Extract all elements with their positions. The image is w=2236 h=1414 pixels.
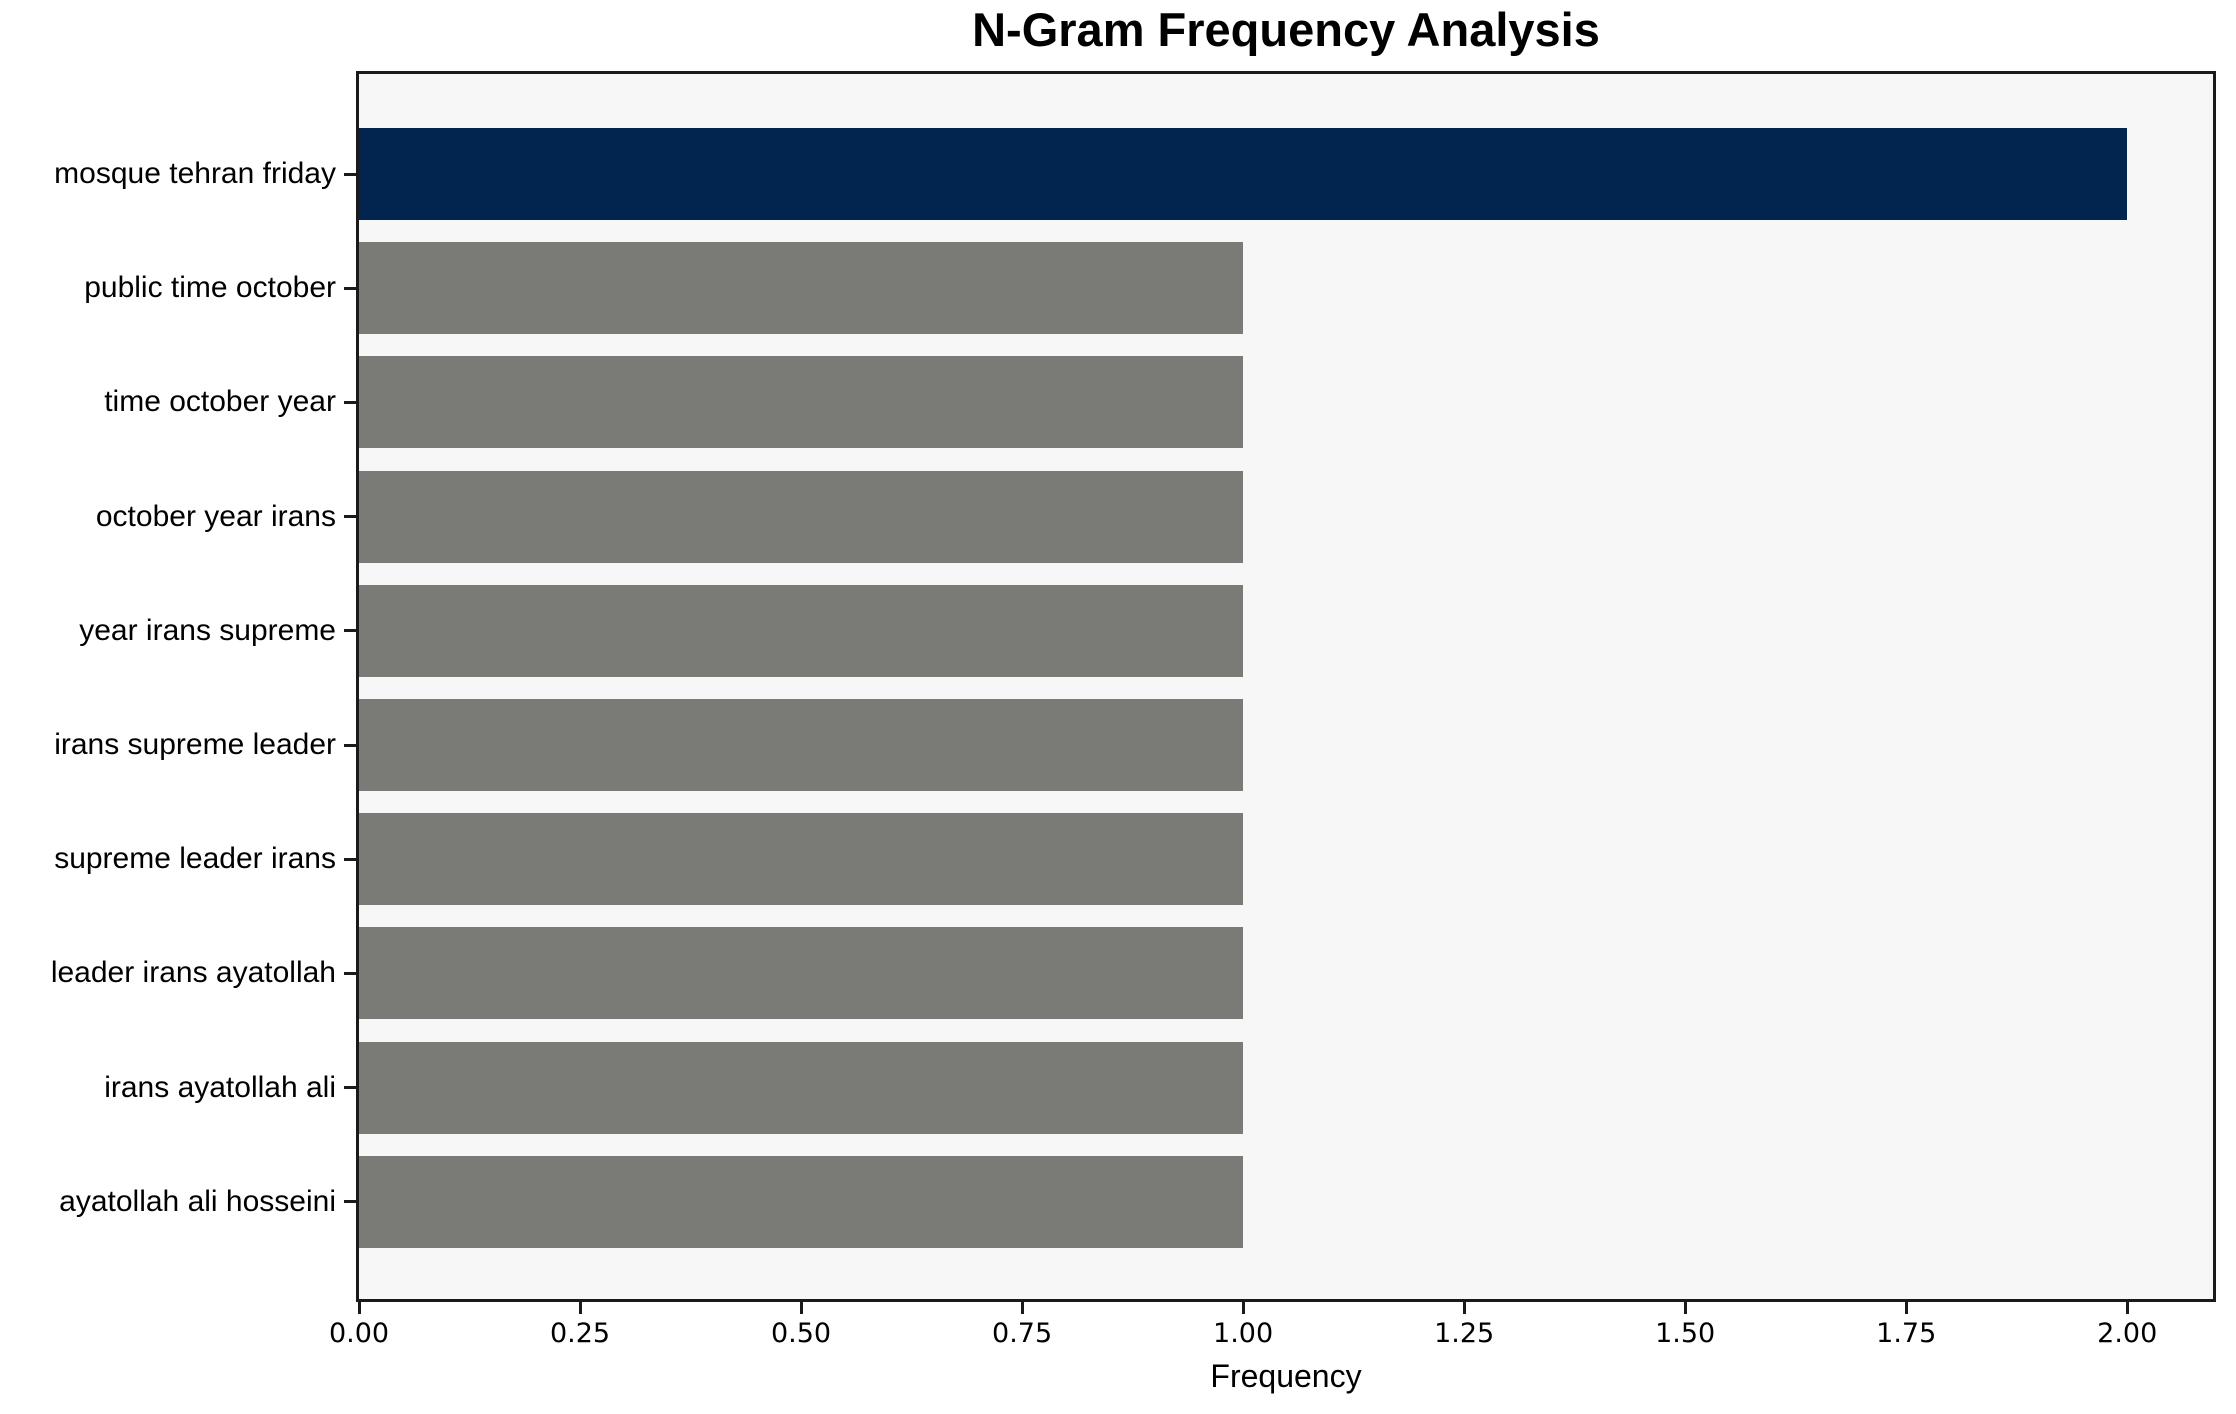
y-tick-mark: [344, 1200, 356, 1204]
bar: [359, 1041, 1243, 1134]
bar: [359, 699, 1243, 791]
y-tick-label: october year irans: [95, 499, 336, 533]
y-tick-label: irans ayatollah ali: [104, 1070, 336, 1104]
x-tick-label: 0.75: [992, 1318, 1053, 1349]
bar: [359, 813, 1243, 906]
x-tick-mark: [1241, 1302, 1245, 1314]
y-tick-mark: [344, 1086, 356, 1090]
x-tick-label: 0.00: [328, 1318, 390, 1349]
y-tick-mark: [344, 743, 356, 747]
x-tick-mark: [799, 1302, 803, 1314]
y-tick-label: leader irans ayatollah: [50, 956, 336, 990]
x-tick-mark: [357, 1302, 361, 1314]
y-tick-label: time october year: [104, 385, 336, 419]
y-tick-label: supreme leader irans: [54, 842, 336, 876]
x-tick-mark: [2125, 1302, 2129, 1314]
x-tick-label: 0.25: [549, 1318, 611, 1349]
bar: [359, 1155, 1243, 1248]
y-tick-label: mosque tehran friday: [54, 157, 336, 190]
y-tick-label: year irans supreme: [79, 613, 336, 647]
y-tick-mark: [344, 172, 356, 176]
x-tick-mark: [1020, 1302, 1024, 1314]
x-tick-label: 1.75: [1876, 1318, 1937, 1349]
y-tick-label: public time october: [84, 271, 336, 305]
y-tick-mark: [344, 286, 356, 290]
y-tick-mark: [344, 400, 356, 404]
bar: [359, 470, 1243, 563]
bar: [359, 128, 2127, 220]
bar: [359, 356, 1243, 449]
bar: [359, 242, 1243, 335]
plot-area: [356, 71, 2216, 1302]
y-tick-mark: [344, 971, 356, 975]
x-tick-mark: [1462, 1302, 1466, 1314]
x-tick-mark: [578, 1302, 582, 1314]
y-tick-label: irans supreme leader: [54, 728, 336, 761]
chart-title: N-Gram Frequency Analysis: [972, 3, 1600, 56]
y-tick-mark: [344, 629, 356, 633]
x-tick-label: 1.50: [1655, 1318, 1716, 1349]
x-tick-label: 0.50: [770, 1318, 832, 1349]
x-tick-label: 1.25: [1434, 1318, 1495, 1349]
y-tick-mark: [344, 515, 356, 519]
y-tick-mark: [344, 857, 356, 861]
bar: [359, 584, 1243, 677]
y-tick-label: ayatollah ali hosseini: [59, 1184, 336, 1218]
x-tick-mark: [1683, 1302, 1687, 1314]
x-tick-mark: [1904, 1302, 1908, 1314]
x-tick-label: 1.00: [1213, 1318, 1274, 1349]
x-tick-label: 2.00: [2097, 1318, 2158, 1349]
x-axis-title: Frequency: [1210, 1358, 1362, 1394]
bar: [359, 927, 1243, 1020]
